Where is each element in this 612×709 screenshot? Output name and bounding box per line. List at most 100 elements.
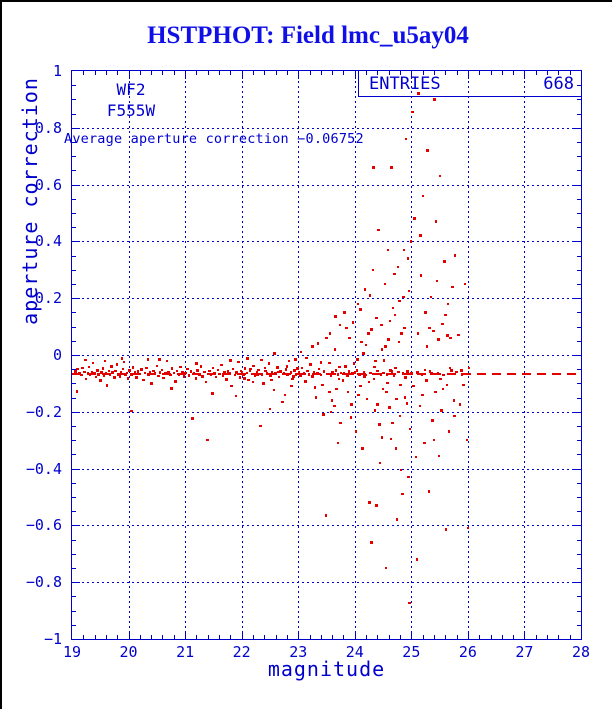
scatter-point [441, 322, 444, 325]
scatter-point [126, 377, 130, 380]
scatter-point [187, 374, 191, 377]
scatter-point [117, 373, 120, 376]
scatter-point [317, 367, 321, 371]
scatter-point [382, 359, 386, 362]
y-tick [72, 440, 76, 441]
x-tick [185, 71, 186, 79]
scatter-point [174, 380, 177, 383]
scatter-point [201, 375, 204, 378]
scatter-point [419, 274, 423, 277]
scatter-point [121, 367, 125, 371]
y-axis-tick-labels: 1 0.8 0.6 0.4 0.2 0 −0.2 −0.4 −0.6 −0.8 −1 [2, 62, 66, 648]
y-tick [72, 454, 76, 455]
scatter-point [325, 336, 328, 340]
gridline-horizontal [72, 128, 581, 129]
scatter-point [367, 380, 371, 384]
scatter-point [233, 373, 237, 377]
entries-label: ENTRIES [369, 73, 441, 94]
x-tick [321, 71, 322, 75]
scatter-point [458, 403, 462, 406]
x-tick-label: 24 [345, 643, 364, 661]
x-tick [457, 71, 458, 75]
scatter-point [336, 373, 340, 376]
x-tick [536, 71, 537, 75]
scatter-point [133, 371, 137, 374]
scatter-point [436, 371, 440, 375]
y-tick-label: 1 [52, 62, 62, 80]
x-tick-label: 19 [62, 643, 82, 661]
scatter-point [238, 376, 242, 379]
x-tick [343, 635, 344, 639]
x-tick [253, 71, 254, 75]
scatter-point [78, 372, 81, 375]
scatter-point [384, 345, 387, 348]
scatter-point [328, 332, 332, 335]
x-tick [117, 71, 118, 75]
y-tick-label: 0.2 [34, 289, 62, 308]
scatter-point [331, 371, 334, 374]
y-tick [573, 355, 581, 356]
scatter-point [375, 316, 378, 320]
x-tick [491, 71, 492, 75]
scatter-point [147, 373, 150, 377]
scatter-point [169, 373, 172, 377]
scatter-point [399, 468, 403, 472]
scatter-point [223, 371, 226, 374]
x-tick [83, 635, 84, 639]
scatter-point [128, 369, 131, 372]
scatter-point [292, 375, 295, 378]
scatter-point [249, 367, 252, 371]
scatter-point [410, 372, 413, 375]
scatter-point [209, 373, 213, 376]
scatter-point [108, 373, 112, 376]
scatter-point [352, 362, 356, 365]
x-tick [502, 635, 503, 639]
gridline-horizontal [72, 525, 581, 526]
y-tick-label: 0.8 [34, 118, 62, 137]
scatter-point [377, 228, 380, 232]
scatter-point [380, 348, 384, 351]
y-tick [72, 383, 76, 384]
y-tick [72, 327, 76, 328]
scatter-point [281, 400, 284, 404]
scatter-point [343, 311, 346, 314]
y-tick [577, 426, 581, 427]
scatter-point [300, 366, 304, 370]
scatter-point [287, 359, 291, 363]
x-axis-tick-labels: 19 20 21 22 23 24 25 26 27 28 [63, 643, 590, 661]
x-tick [298, 71, 299, 79]
y-tick [72, 369, 76, 370]
scatter-point [347, 370, 351, 373]
scatter-point [102, 374, 106, 377]
scatter-point [420, 373, 424, 376]
scatter-point [160, 368, 164, 372]
x-tick [332, 71, 333, 75]
x-tick [298, 631, 299, 639]
scatter-point [374, 359, 377, 363]
x-tick [513, 71, 514, 75]
scatter-point [383, 282, 386, 286]
scatter-point [371, 268, 375, 272]
x-tick [468, 631, 469, 639]
average-correction-annotation: Average aperture correction −0.06752 [64, 131, 364, 147]
scatter-point [267, 362, 271, 365]
scatter-point [242, 373, 245, 377]
scatter-point [328, 361, 331, 365]
scatter-point [341, 379, 345, 382]
y-tick [72, 426, 76, 427]
scatter-point [75, 390, 79, 393]
y-tick [577, 554, 581, 555]
scatter-point [380, 436, 384, 439]
scatter-point [87, 365, 91, 369]
y-tick [72, 568, 76, 569]
scatter-point [175, 369, 179, 373]
x-tick [106, 635, 107, 639]
scatter-point [211, 392, 214, 395]
y-tick [72, 525, 80, 526]
scatter-point [416, 371, 419, 374]
scatter-point [270, 370, 274, 374]
y-tick [72, 497, 76, 498]
y-tick [577, 568, 581, 569]
scatter-point [434, 390, 437, 394]
